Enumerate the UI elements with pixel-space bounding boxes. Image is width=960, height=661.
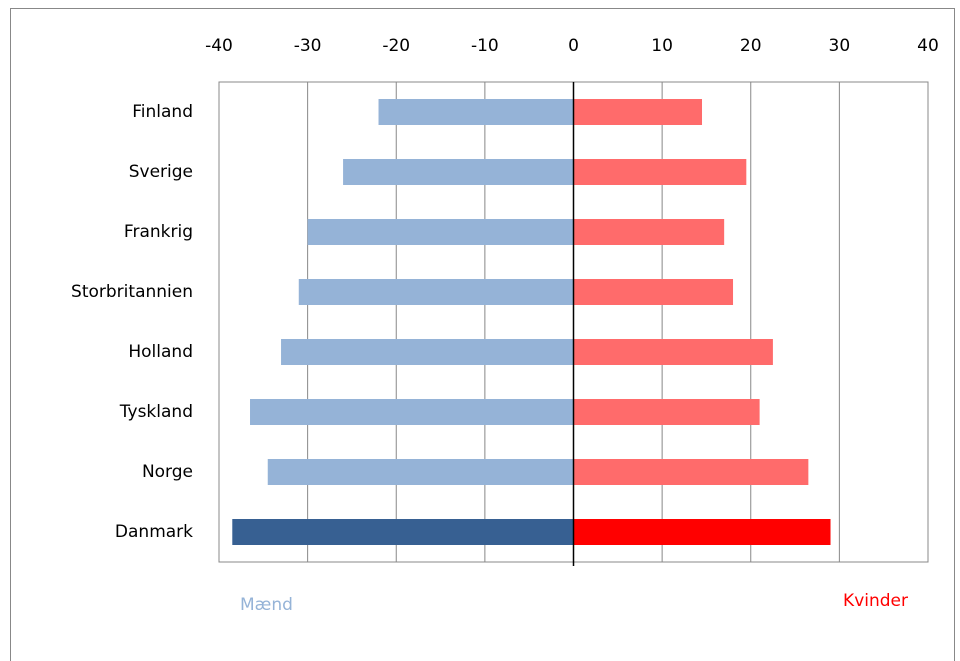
y-tick-label: Frankrig: [124, 222, 193, 242]
bar: [343, 159, 574, 185]
legend-label: Kvinder: [843, 591, 908, 611]
y-tick-label: Sverige: [129, 162, 193, 182]
y-tick-label: Storbritannien: [71, 282, 193, 302]
bar: [378, 99, 574, 125]
y-tick-label: Holland: [128, 342, 193, 362]
bar: [281, 339, 574, 365]
legend-label: Mænd: [240, 595, 293, 615]
bar: [573, 399, 760, 425]
x-tick-label: 10: [651, 36, 673, 56]
bar: [267, 459, 574, 485]
bar: [298, 279, 574, 305]
y-tick-label: Norge: [142, 462, 193, 482]
bar: [573, 99, 703, 125]
bar: [573, 279, 734, 305]
x-tick-label: -40: [205, 36, 233, 56]
bar: [573, 159, 747, 185]
bar: [307, 219, 574, 245]
bar: [573, 219, 725, 245]
y-tick-label: Finland: [132, 102, 193, 122]
bar: [250, 399, 574, 425]
x-tick-label: -10: [471, 36, 499, 56]
y-tick-label: Tyskland: [119, 402, 193, 422]
x-tick-label: -20: [382, 36, 410, 56]
x-tick-label: 0: [568, 36, 579, 56]
y-tick-label: Danmark: [115, 522, 193, 542]
x-tick-label: 40: [917, 36, 939, 56]
x-tick-label: -30: [294, 36, 322, 56]
x-tick-label: 30: [829, 36, 851, 56]
bar: [573, 519, 831, 545]
bar: [573, 339, 773, 365]
bar: [232, 519, 574, 545]
x-tick-label: 20: [740, 36, 762, 56]
bar: [573, 459, 809, 485]
